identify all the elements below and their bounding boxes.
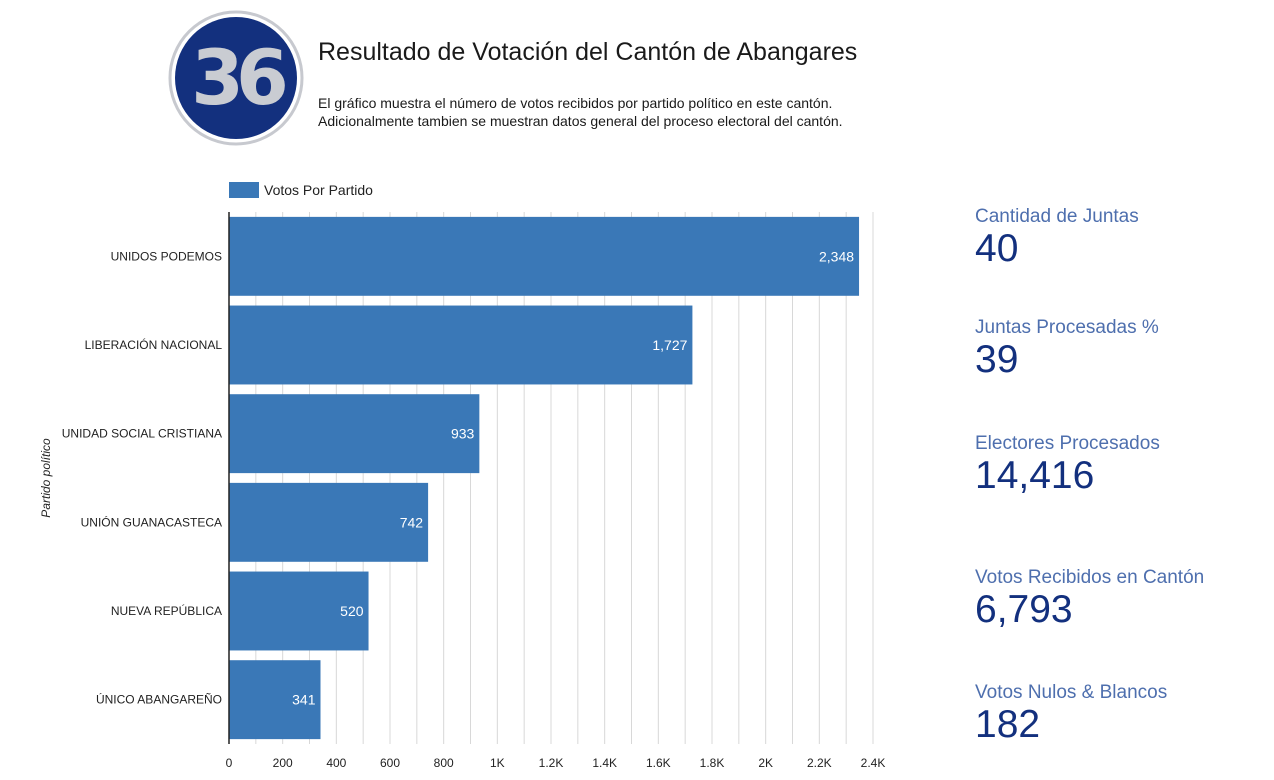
category-label: NUEVA REPÚBLICA	[111, 603, 222, 618]
x-tick-label: 0	[226, 756, 233, 770]
x-tick-label: 1K	[490, 756, 505, 770]
category-label: UNIDOS PODEMOS	[111, 249, 222, 263]
legend-swatch	[229, 182, 259, 198]
stat-value: 40	[975, 227, 1019, 270]
x-tick-label: 1.2K	[539, 756, 564, 770]
votes-bar-chart: 2,348 UNIDOS PODEMOS 1,727 LIBERACIÓN NACIO…	[39, 182, 886, 770]
data-label: 1,727	[652, 337, 687, 353]
stat-juntas-procesadas: Juntas Procesadas % 39	[975, 317, 1159, 381]
data-label: 2,348	[819, 248, 854, 264]
category-label: LIBERACIÓN NACIONAL	[85, 337, 223, 352]
bar	[229, 482, 429, 562]
category-label: ÚNICO ABANGAREÑO	[96, 692, 222, 707]
stat-votos-recibidos: Votos Recibidos en Cantón 6,793	[975, 567, 1204, 631]
x-tick-label: 2.4K	[861, 756, 886, 770]
stat-label: Cantidad de Juntas	[975, 206, 1139, 227]
x-tick-label: 400	[326, 756, 346, 770]
stat-value: 14,416	[975, 454, 1095, 497]
stat-votos-nulos: Votos Nulos & Blancos 182	[975, 682, 1167, 746]
page-title: Resultado de Votación del Cantón de Aban…	[318, 38, 858, 66]
y-axis-title: Partido político	[39, 438, 53, 518]
subtitle-line: Adicionalmente tambien se muestran datos…	[318, 113, 843, 129]
channel-36-logo: 36	[168, 10, 304, 146]
bar	[229, 216, 860, 296]
stat-electores: Electores Procesados 14,416	[975, 433, 1160, 497]
stat-value: 182	[975, 703, 1041, 746]
logo-inner-disc	[175, 17, 297, 139]
stat-value: 39	[975, 338, 1019, 381]
stat-label: Votos Recibidos en Cantón	[975, 567, 1205, 588]
x-tick-label: 1.6K	[646, 756, 671, 770]
x-tick-label: 800	[434, 756, 454, 770]
data-label: 933	[451, 426, 475, 442]
legend-label: Votos Por Partido	[264, 182, 373, 198]
logo-digits: 36	[191, 33, 285, 122]
x-tick-label: 2K	[758, 756, 773, 770]
data-label: 341	[292, 692, 316, 708]
data-label: 742	[400, 514, 424, 530]
stat-label: Electores Procesados	[975, 433, 1160, 454]
x-tick-label: 1.8K	[700, 756, 725, 770]
category-label: UNIDAD SOCIAL CRISTIANA	[62, 427, 222, 441]
bar	[229, 305, 693, 385]
bar	[229, 394, 480, 474]
x-tick-label: 1.4K	[592, 756, 617, 770]
subtitle-line: El gráfico muestra el número de votos re…	[318, 95, 833, 111]
stat-label: Votos Nulos & Blancos	[975, 682, 1168, 703]
stat-juntas: Cantidad de Juntas 40	[975, 206, 1139, 270]
bar	[229, 571, 369, 651]
page-subtitle: El gráfico muestra el número de votos re…	[318, 94, 843, 130]
stat-label: Juntas Procesadas %	[975, 317, 1159, 338]
category-label: UNIÓN GUANACASTECA	[81, 514, 222, 529]
stat-value: 6,793	[975, 588, 1073, 631]
x-tick-label: 600	[380, 756, 400, 770]
x-tick-label: 200	[273, 756, 293, 770]
data-label: 520	[340, 603, 364, 619]
bar	[229, 660, 321, 740]
x-tick-label: 2.2K	[807, 756, 832, 770]
